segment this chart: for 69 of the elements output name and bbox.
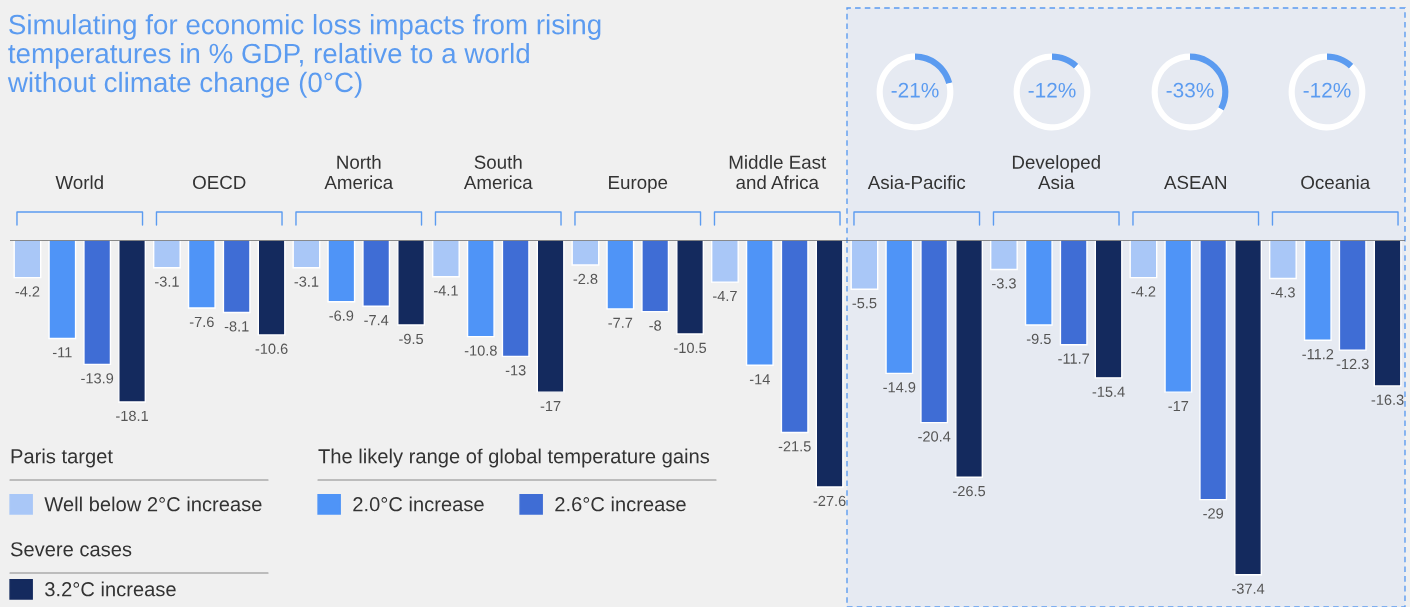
legend-label: 3.2°C increase [45, 581, 176, 597]
data-label: -9.5 [399, 333, 424, 345]
data-label: -7.7 [608, 317, 633, 328]
donut-slice [1327, 53, 1354, 69]
data-label: -13 [505, 365, 526, 376]
annotation: Paris target [11, 448, 113, 468]
x-tick-label: Developed Asia [1012, 155, 1100, 190]
text: -21% [891, 82, 939, 98]
data-label: -14 [749, 374, 770, 385]
data-label: -37.4 [1232, 583, 1265, 594]
x-tick-label: ASEAN [1164, 175, 1226, 190]
data-label: -29 [1203, 508, 1224, 519]
data-label: -11.7 [1058, 353, 1090, 364]
data-label: -13.9 [81, 373, 114, 384]
data-label: -11 [52, 347, 72, 358]
data-label: -5.5 [852, 298, 877, 309]
data-label: -4.2 [1131, 286, 1156, 297]
data-label: -17 [1168, 401, 1189, 412]
data-label: -20.4 [918, 431, 951, 442]
x-tick-label: South America [463, 155, 533, 190]
data-label: -7.6 [189, 316, 214, 328]
text: -12% [1028, 82, 1076, 98]
annotation: Severe cases [10, 542, 132, 557]
data-label: -6.9 [329, 310, 354, 321]
data-label: -18.1 [116, 410, 148, 422]
data-label: -21.5 [778, 441, 811, 452]
annotation: The likely range of global temperature gains [318, 448, 710, 468]
data-label: -9.5 [1026, 333, 1051, 345]
x-tick-label: World [55, 175, 103, 190]
data-label: -27.6 [813, 495, 846, 507]
data-label: -12.3 [1336, 358, 1369, 370]
data-label: -4.3 [1271, 287, 1295, 298]
data-label: -3.3 [992, 278, 1016, 289]
donut-slice [915, 53, 953, 84]
donut-slice [1013, 53, 1091, 131]
x-tick-label: North America [324, 155, 394, 190]
data-label: -7.4 [364, 315, 389, 326]
data-label: -26.5 [953, 485, 986, 497]
x-tick-label: Europe [609, 175, 668, 193]
data-label: -16.3 [1371, 394, 1404, 405]
legend-label: 2.6°C increase [555, 496, 686, 512]
data-label: -3.1 [155, 276, 179, 287]
data-label: -15.4 [1092, 386, 1125, 397]
data-label: -14.9 [883, 382, 916, 393]
text: -33% [1166, 82, 1214, 98]
data-label: -4.1 [434, 285, 458, 296]
legend-label: Well below 2°C increase [44, 496, 262, 512]
data-label: -3.1 [294, 276, 319, 287]
data-label: -8.1 [224, 321, 249, 332]
donut-slice [1151, 53, 1224, 131]
legend-label: 2.0°C increase [353, 496, 484, 512]
donut-slice [1288, 53, 1366, 131]
data-label: -10.8 [464, 345, 497, 356]
x-tick-label: Asia-Pacific [867, 175, 966, 190]
donut-slice [876, 53, 954, 131]
x-tick-label: OECD [193, 175, 246, 190]
data-label: -4.2 [15, 286, 40, 297]
text: -12% [1303, 82, 1351, 98]
data-label: -8 [649, 320, 662, 331]
data-label: -4.7 [713, 290, 737, 301]
x-tick-label: Middle East and Africa [729, 155, 827, 190]
data-label: -2.8 [573, 273, 598, 285]
donut-slice [1052, 53, 1079, 69]
data-label: -11.2 [1302, 348, 1334, 360]
data-label: -17 [540, 401, 561, 412]
x-tick-label: Oceania [1301, 175, 1371, 190]
data-label: -10.6 [255, 343, 288, 354]
data-label: -10.5 [674, 342, 707, 354]
chart-title: Simulating for economic loss impacts from rising temperatures in % GDP, relative to a world without climate change (0°C) [7, 14, 601, 98]
